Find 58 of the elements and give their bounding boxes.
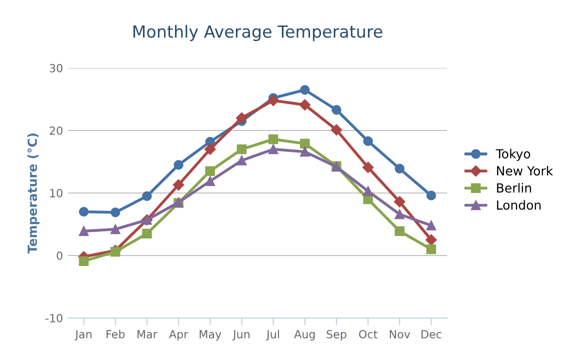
point	[426, 244, 436, 254]
y-tick-label: 30	[50, 64, 62, 72]
point	[426, 234, 437, 246]
legend-label: Tokyo	[496, 148, 530, 161]
point	[363, 186, 373, 196]
y-tick-label: 10	[50, 188, 62, 198]
point	[78, 226, 89, 236]
x-tick-label: Oct	[359, 330, 378, 338]
point	[204, 144, 216, 155]
x-tick-label: May	[200, 330, 222, 341]
point	[110, 224, 120, 234]
point	[300, 146, 310, 157]
y-tick-label: 20	[50, 126, 62, 135]
point	[394, 164, 404, 174]
x-tick-label: Jul	[266, 330, 279, 340]
x-tick-label: Apr	[169, 330, 188, 341]
point	[332, 105, 342, 115]
x-tick-label: Jun	[232, 330, 250, 340]
y-axis-title: Temperature (°C)	[27, 134, 40, 254]
x-tick-label: Jan	[74, 330, 92, 340]
point	[172, 179, 184, 190]
x-tick-label: Sep	[326, 330, 346, 341]
point	[299, 99, 310, 110]
x-tick-label: Aug	[294, 330, 315, 341]
legend-label: New York	[497, 166, 554, 176]
point	[268, 94, 279, 106]
point	[142, 228, 152, 238]
point	[78, 206, 89, 217]
point	[362, 162, 374, 173]
x-tick-label: Mar	[138, 330, 158, 338]
point	[236, 144, 247, 154]
point	[205, 176, 215, 186]
point	[426, 220, 436, 230]
point	[205, 166, 215, 176]
point	[236, 156, 247, 166]
point	[236, 112, 248, 124]
point	[268, 144, 278, 154]
x-tick-label: Feb	[106, 330, 125, 338]
point	[268, 134, 278, 144]
point	[330, 124, 342, 136]
point	[426, 190, 436, 200]
y-tick-label: -10	[46, 314, 62, 322]
x-tick-label: Dec	[422, 330, 442, 338]
point	[394, 226, 404, 236]
x-tick-label: Nov	[390, 330, 410, 338]
y-tick-label: 0	[56, 251, 62, 260]
point	[300, 85, 310, 95]
point	[142, 191, 152, 201]
point	[110, 208, 120, 218]
point	[174, 160, 184, 170]
point	[78, 256, 89, 266]
chart-title: Monthly Average Temperature	[133, 24, 382, 42]
legend-label: London	[497, 200, 541, 210]
point	[363, 136, 373, 146]
point	[394, 196, 406, 208]
point	[300, 138, 310, 148]
legend-label: Berlin	[497, 183, 532, 193]
point	[394, 209, 404, 220]
